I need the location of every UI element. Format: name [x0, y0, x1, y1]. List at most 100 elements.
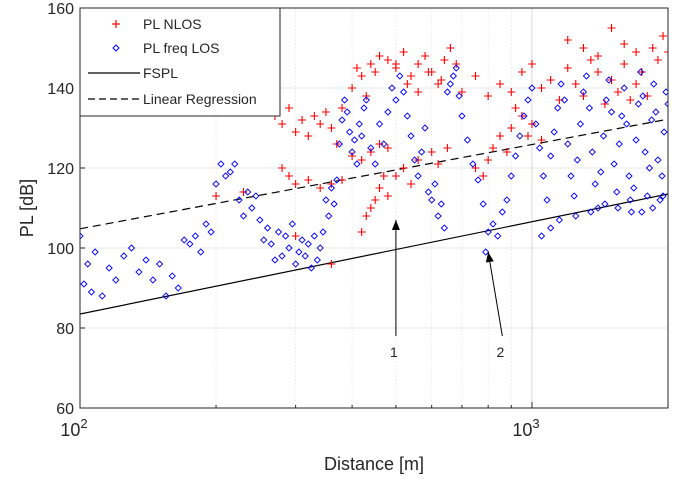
los-point	[322, 196, 330, 204]
legend: PL NLOS PL freq LOS FSPL Linear Regressi…	[79, 7, 281, 117]
los-point	[135, 268, 143, 276]
legend-label: PL freq LOS	[143, 40, 220, 56]
los-point	[632, 136, 640, 144]
nlos-point	[383, 56, 392, 64]
los-point	[649, 204, 657, 212]
los-point	[325, 212, 333, 220]
los-point	[338, 116, 346, 124]
los-point	[449, 72, 457, 80]
nlos-point	[626, 96, 635, 104]
los-point	[313, 256, 321, 264]
los-point	[582, 72, 591, 80]
los-point	[664, 100, 668, 108]
los-point	[591, 180, 599, 188]
los-point	[80, 280, 88, 288]
los-point	[560, 96, 569, 104]
nlos-point	[471, 164, 480, 172]
los-point	[599, 132, 608, 140]
los-point	[244, 188, 252, 196]
los-point	[524, 96, 532, 104]
data-layer	[80, 24, 668, 315]
los-point	[191, 232, 200, 240]
los-point	[610, 160, 618, 168]
nlos-point	[511, 104, 520, 112]
los-point	[310, 232, 318, 240]
legend-marker-plus-icon	[112, 20, 120, 28]
nlos-point	[527, 60, 536, 68]
los-point	[98, 292, 106, 300]
los-point	[555, 216, 564, 224]
los-point	[424, 188, 433, 196]
los-point	[226, 168, 234, 176]
nlos-point	[348, 152, 357, 160]
nlos-point	[357, 72, 366, 80]
los-point	[380, 140, 388, 148]
nlos-point	[523, 132, 532, 140]
nlos-point	[327, 260, 336, 268]
nlos-point	[484, 156, 493, 164]
x-tick-label: 103	[512, 416, 539, 440]
los-point	[539, 172, 548, 180]
los-point	[474, 176, 482, 184]
los-point	[601, 200, 609, 208]
nlos-point	[375, 52, 384, 60]
los-point	[643, 192, 651, 200]
los-point	[180, 236, 188, 244]
nlos-point	[653, 56, 662, 64]
nlos-point	[321, 108, 330, 116]
los-point	[434, 212, 442, 220]
legend-item-linear-regression: Linear Regression	[88, 91, 257, 107]
los-point	[634, 100, 643, 108]
nlos-point	[362, 92, 371, 100]
los-point	[355, 120, 363, 128]
los-point	[620, 84, 628, 92]
los-point	[455, 92, 463, 100]
los-point	[105, 264, 113, 272]
nlos-point	[414, 60, 423, 68]
los-point	[443, 88, 452, 96]
los-point	[607, 108, 616, 116]
los-point	[659, 192, 667, 200]
los-point	[585, 104, 594, 112]
nlos-point	[403, 80, 412, 88]
nlos-point	[362, 212, 371, 220]
los-point	[630, 184, 638, 192]
nlos-point	[563, 64, 572, 72]
los-point	[168, 272, 176, 280]
los-point	[520, 112, 528, 120]
axis-ticks: 60 80 100 120 140 160 102 103	[47, 1, 669, 440]
los-point	[532, 120, 540, 128]
los-point	[388, 84, 396, 92]
nlos-point	[502, 148, 511, 156]
los-point	[641, 148, 649, 156]
los-point	[421, 124, 429, 132]
los-point	[602, 96, 610, 104]
los-point	[362, 96, 370, 104]
nlos-point	[414, 88, 423, 96]
nlos-point	[366, 204, 375, 212]
los-point	[627, 208, 636, 216]
los-point	[484, 228, 492, 236]
los-point	[446, 80, 455, 88]
los-point	[528, 84, 536, 92]
los-point	[327, 184, 336, 192]
los-point	[353, 160, 361, 168]
los-point	[304, 240, 312, 248]
los-point	[588, 148, 596, 156]
los-point	[407, 132, 415, 140]
nlos-point	[304, 176, 313, 184]
los-point	[301, 252, 309, 260]
los-point	[155, 260, 164, 268]
los-point	[260, 236, 268, 244]
los-point	[399, 88, 408, 96]
nlos-point	[316, 120, 325, 128]
nlos-point	[632, 80, 641, 88]
los-point	[503, 196, 511, 204]
los-point	[316, 244, 324, 252]
los-point	[371, 160, 379, 168]
los-point	[142, 256, 150, 264]
nlos-point	[421, 52, 430, 60]
los-point	[319, 228, 327, 236]
los-point	[396, 72, 404, 80]
